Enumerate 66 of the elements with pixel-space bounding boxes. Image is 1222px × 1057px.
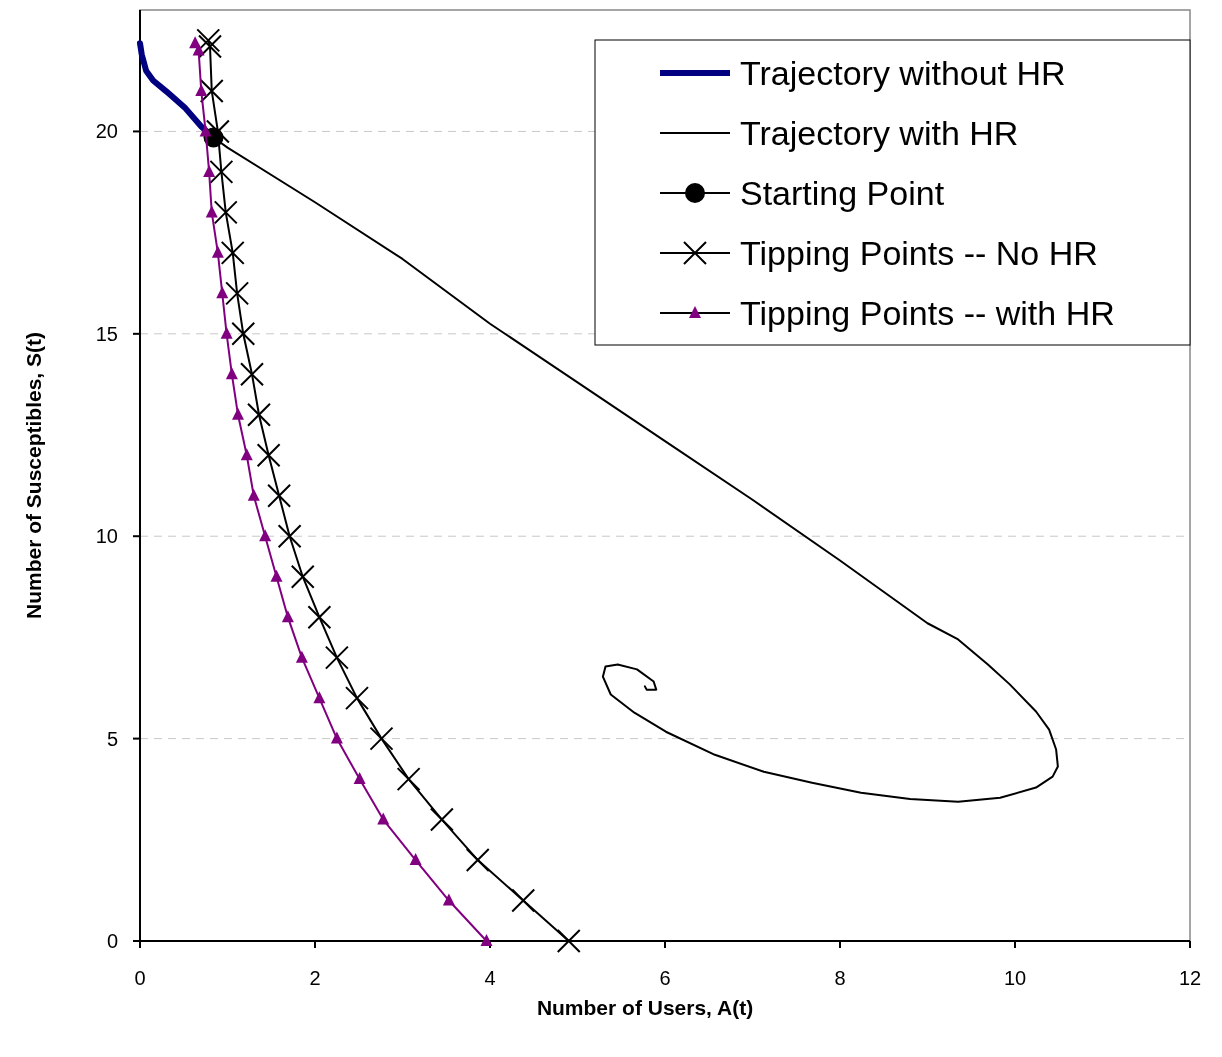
point [198,34,222,59]
point [240,362,264,387]
point [213,200,238,225]
point [199,78,224,103]
x-tick-label: 0 [134,967,146,989]
point [324,645,349,670]
point [256,443,281,468]
point [353,772,366,785]
x-axis-title: Number of Users, A(t) [536,996,754,1019]
point [465,848,490,873]
point [240,448,253,461]
point [277,524,302,549]
point [556,929,581,953]
point [429,807,454,832]
point [225,367,238,380]
point [267,483,292,508]
legend-label: Tipping Points -- with HR [740,294,1115,332]
y-axis-title: Number of Susceptibles, S(t) [22,331,45,620]
point [205,205,218,218]
point [281,610,294,623]
point [189,36,202,49]
y-tick-label: 5 [106,727,118,750]
point [369,726,394,751]
point [259,529,272,542]
legend-label: Tipping Points -- No HR [740,234,1098,272]
point [205,119,230,144]
x-tick-label: 8 [834,967,846,989]
point [377,812,390,825]
x-tick-label: 4 [484,967,496,989]
point [195,83,208,96]
point [232,407,244,420]
point [290,564,315,589]
point [330,731,343,744]
legend-label: Starting Point [740,174,945,212]
y-tick-label: 15 [95,322,118,345]
point [247,402,271,427]
y-tick-label: 20 [95,120,118,143]
point [480,934,493,946]
point [511,888,536,913]
point [225,281,250,306]
x-tick-label: 12 [1178,967,1202,989]
point [345,686,369,711]
x-tick-label: 10 [1003,967,1027,989]
point [220,326,233,339]
point [307,605,332,630]
point [231,321,256,346]
x-tick-label: 6 [659,967,671,989]
point [313,691,326,704]
point [211,245,224,258]
point [209,159,234,184]
legend-label: Trajectory without HR [740,54,1066,92]
point [409,853,422,866]
point [220,240,245,265]
point [396,767,421,792]
y-tick-label: 10 [95,525,118,548]
point [199,124,212,137]
legend-label: Trajectory with HR [740,114,1019,152]
point [196,28,221,53]
point [270,569,283,582]
point [216,286,229,299]
y-tick-label: 0 [106,930,118,952]
point [203,164,216,177]
point [295,650,308,663]
point [442,893,455,906]
point [247,488,260,501]
x-tick-label: 2 [309,967,321,989]
